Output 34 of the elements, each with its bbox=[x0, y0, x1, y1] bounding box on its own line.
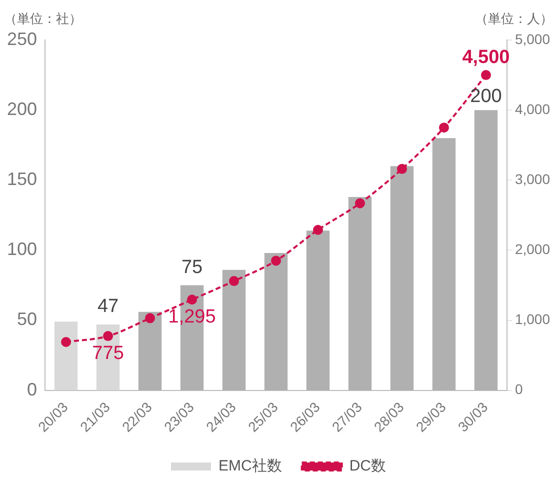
y2-tick-label: 5,000 bbox=[514, 30, 550, 47]
point bbox=[145, 313, 156, 324]
point bbox=[396, 164, 407, 174]
y2-tick-label: 2,000 bbox=[514, 241, 550, 258]
y2-tick-label: 3,000 bbox=[514, 171, 550, 187]
point bbox=[312, 224, 323, 235]
data-label: 75 bbox=[181, 256, 203, 278]
y-axis-title: （単位：社） bbox=[4, 11, 82, 26]
legend-label: EMC社数 bbox=[218, 458, 282, 475]
y-tick-label: 0 bbox=[27, 379, 38, 400]
point bbox=[229, 276, 240, 286]
y2-axis-title: （単位：人） bbox=[475, 11, 553, 26]
point bbox=[438, 122, 449, 133]
data-label: 1,295 bbox=[168, 306, 216, 328]
y2-tick-label: 0 bbox=[514, 381, 523, 398]
y-tick-label: 50 bbox=[17, 309, 38, 330]
y2-tick-label: 4,000 bbox=[514, 100, 550, 117]
point bbox=[61, 337, 72, 347]
point bbox=[480, 70, 491, 80]
point bbox=[103, 331, 114, 342]
y2-tick-label: 1,000 bbox=[514, 311, 550, 328]
y-tick-label: 200 bbox=[6, 99, 38, 120]
y-tick-label: 250 bbox=[6, 28, 38, 49]
legend-label: DC数 bbox=[349, 458, 386, 475]
bar bbox=[54, 322, 78, 390]
point bbox=[271, 256, 281, 266]
data-label: 4,500 bbox=[462, 46, 510, 68]
y-tick-label: 100 bbox=[6, 239, 38, 260]
data-label: 775 bbox=[92, 342, 124, 364]
y-tick-label: 150 bbox=[6, 169, 38, 190]
data-label: 200 bbox=[470, 86, 502, 107]
data-label: 47 bbox=[97, 296, 119, 318]
point bbox=[187, 294, 198, 305]
point bbox=[354, 198, 365, 208]
